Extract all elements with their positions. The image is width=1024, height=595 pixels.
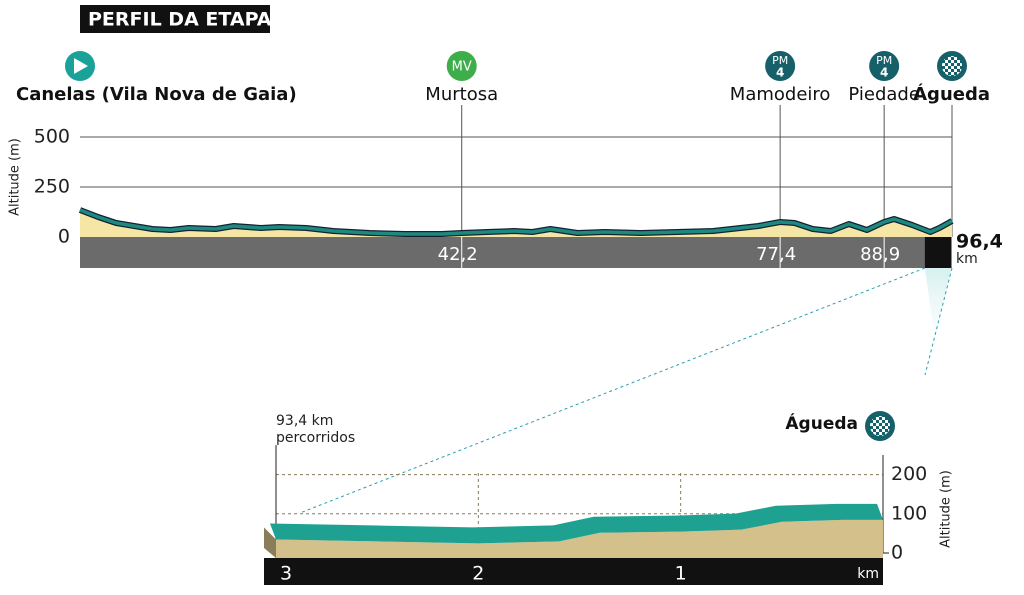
y-tick-label: 250 — [34, 176, 70, 198]
x-axis-label: km — [857, 566, 879, 582]
y-axis-label: Altitude (m) — [939, 470, 954, 548]
zoom-line — [924, 267, 953, 376]
y-tick-label: 500 — [34, 126, 70, 148]
x-tick-label: 96,4 — [956, 231, 1003, 253]
badge-category: 4 — [776, 66, 784, 80]
place-name: Piedade — [848, 84, 920, 105]
finish-checker — [942, 56, 962, 76]
x-tick-label: 1 — [675, 563, 687, 585]
side-face — [264, 527, 276, 558]
profile-line — [79, 208, 953, 236]
x-tick-label: 2 — [472, 563, 484, 585]
km-bar — [80, 237, 952, 268]
y-tick-label: 200 — [891, 463, 927, 485]
zoom-line — [299, 267, 926, 514]
badge-category: 4 — [880, 66, 888, 80]
place-name: Murtosa — [425, 84, 498, 105]
place-name: Mamodeiro — [730, 84, 831, 105]
x-tick-label: 42,2 — [438, 244, 478, 265]
km-bar-final — [924, 237, 952, 268]
x-tick-label: 88,9 — [860, 244, 900, 265]
title-box — [80, 5, 270, 33]
profile-ribbon — [270, 503, 883, 544]
x-axis-label: km — [956, 251, 978, 267]
badge — [765, 51, 796, 81]
place-name: Canelas (Vila Nova de Gaia) — [16, 84, 297, 105]
badge-label: PM — [876, 54, 892, 67]
badge — [446, 51, 477, 81]
badge-label: PM — [772, 54, 788, 67]
y-axis-label: Altitude (m) — [8, 138, 23, 216]
profile-area — [276, 519, 883, 558]
annotation: 93,4 km — [276, 413, 333, 429]
badge-label: MV — [452, 60, 472, 75]
y-tick-label: 0 — [891, 542, 903, 564]
y-tick-label: 0 — [58, 226, 70, 248]
x-tick-label: 77,4 — [756, 244, 796, 265]
km-bar — [264, 558, 883, 585]
badge — [869, 51, 900, 81]
finish-checker — [870, 416, 890, 436]
annotation: percorridos — [276, 430, 355, 446]
y-tick-label: 100 — [891, 502, 927, 524]
place-name: Águeda — [913, 83, 990, 105]
title: PERFIL DA ETAPA — [88, 9, 272, 31]
finish-name: Águeda — [785, 412, 858, 434]
start-arrow — [74, 58, 88, 74]
x-tick-label: 3 — [280, 563, 292, 585]
